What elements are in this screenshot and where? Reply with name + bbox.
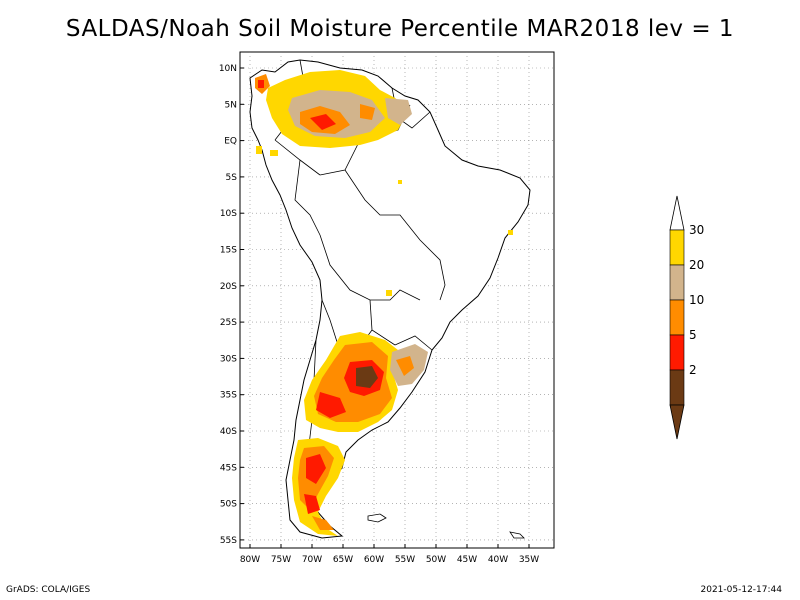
lon-tick-label: 45W	[457, 555, 477, 565]
lat-tick-label: 15S	[220, 246, 237, 256]
legend-tick-label: 30	[689, 223, 704, 237]
lat-tick-label: 50S	[220, 500, 237, 510]
latitude-labels: 10N 5N EQ 5S 10S 15S 20S 25S 30S 35S 40S 45S 50S 55S	[219, 64, 244, 546]
anomaly-north	[255, 70, 412, 148]
legend-swatch	[669, 369, 685, 406]
lon-tick-label: 50W	[426, 555, 446, 565]
legend-swatch	[669, 334, 685, 371]
lat-tick-label: EQ	[224, 137, 237, 147]
anomaly-patagonia	[292, 438, 345, 536]
lon-tick-label: 80W	[240, 555, 260, 565]
legend-swatch	[669, 229, 685, 266]
map-title: SALDAS/Noah Soil Moisture Percentile MAR…	[65, 16, 735, 42]
legend-top-arrow	[669, 195, 685, 231]
lat-tick-label: 55S	[220, 536, 237, 546]
longitude-labels: 80W 75W 70W 65W 60W 55W 50W 45W 40W 35W	[240, 544, 539, 565]
legend-tick-label: 20	[689, 258, 704, 272]
islands	[367, 513, 525, 539]
lon-tick-label: 55W	[395, 555, 415, 565]
legend-tick-label: 10	[689, 293, 704, 307]
lon-tick-label: 35W	[519, 555, 539, 565]
lon-tick-label: 60W	[364, 555, 384, 565]
lat-tick-label: 10S	[220, 209, 237, 219]
lat-tick-label: 5S	[226, 173, 238, 183]
footer-timestamp: 2021-05-12-17:44	[700, 585, 783, 595]
anomaly-patches	[256, 146, 513, 296]
anomaly-south	[304, 332, 428, 432]
legend-tick-label: 5	[689, 328, 697, 342]
lat-tick-label: 20S	[220, 282, 237, 292]
legend-swatch	[669, 264, 685, 301]
lon-tick-label: 65W	[333, 555, 353, 565]
lat-tick-label: 40S	[220, 427, 237, 437]
lat-tick-label: 45S	[220, 463, 237, 473]
lat-tick-label: 10N	[219, 64, 237, 74]
lat-tick-label: 35S	[220, 391, 237, 401]
lon-tick-label: 40W	[488, 555, 508, 565]
lat-tick-label: 25S	[220, 318, 237, 328]
color-legend: 30 20 10 5 2	[669, 195, 704, 440]
legend-tick-label: 2	[689, 363, 697, 377]
lon-tick-label: 70W	[302, 555, 322, 565]
lat-tick-label: 5N	[225, 100, 237, 110]
lon-tick-label: 75W	[271, 555, 291, 565]
lat-tick-label: 30S	[220, 354, 237, 364]
legend-bottom-arrow	[669, 404, 685, 440]
legend-swatch	[669, 299, 685, 336]
footer-credit: GrADS: COLA/IGES	[6, 585, 91, 595]
